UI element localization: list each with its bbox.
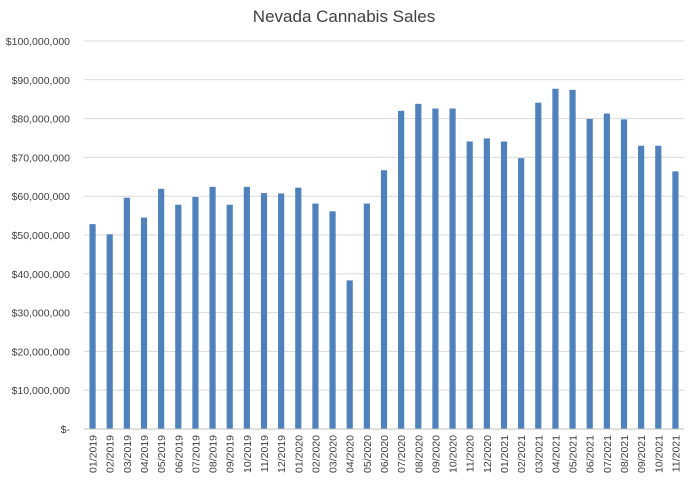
- x-tick-label: 12/2020: [482, 435, 494, 473]
- bar-07-2021: [603, 113, 610, 429]
- x-tick-label: 06/2020: [379, 435, 391, 473]
- x-tick-label: 01/2020: [293, 435, 305, 473]
- bar-11-2019: [260, 193, 268, 429]
- x-tick-label: 11/2019: [259, 435, 271, 472]
- bar-02-2020: [312, 203, 319, 429]
- bar-06-2019: [175, 204, 182, 429]
- y-tick-label: $40,000,000: [12, 269, 71, 281]
- bar-05-2020: [363, 203, 370, 429]
- chart-title: Nevada Cannabis Sales: [253, 7, 435, 26]
- bar-06-2021: [586, 118, 593, 429]
- x-tick-label: 04/2019: [139, 435, 151, 473]
- x-tick-label: 09/2019: [225, 435, 237, 473]
- bar-04-2019: [140, 217, 148, 429]
- y-tick-label: $20,000,000: [12, 346, 71, 358]
- bar-07-2019: [192, 196, 199, 429]
- bar-06-2020: [380, 170, 388, 430]
- bar-11-2021: [672, 171, 679, 430]
- bar-03-2020: [329, 211, 336, 429]
- x-tick-label: 02/2019: [105, 435, 117, 473]
- x-tick-label: 02/2020: [310, 435, 322, 473]
- x-tick-label: 12/2019: [276, 435, 288, 473]
- x-tick-label: 06/2021: [585, 435, 597, 473]
- y-tick-label: $60,000,000: [12, 191, 71, 203]
- bar-11-2020: [466, 141, 473, 429]
- bar-04-2020: [346, 280, 353, 429]
- bars: [89, 88, 679, 430]
- x-tick-label: 10/2021: [653, 435, 665, 473]
- x-tick-label: 07/2019: [190, 435, 202, 473]
- x-tick-label: 09/2020: [430, 435, 442, 473]
- x-tick-label: 05/2020: [362, 435, 374, 473]
- bar-03-2019: [123, 197, 130, 429]
- y-tick-label: $-: [61, 424, 71, 436]
- x-tick-label: 10/2020: [448, 435, 460, 473]
- x-tick-label: 04/2020: [345, 435, 357, 473]
- bar-04-2021: [552, 88, 559, 429]
- x-tick-label: 10/2019: [242, 435, 254, 473]
- bar-01-2020: [295, 187, 302, 429]
- x-tick-label: 01/2021: [499, 435, 511, 473]
- bar-10-2019: [243, 186, 250, 429]
- x-tick-label: 03/2020: [328, 435, 340, 473]
- x-tick-label: 05/2021: [568, 435, 580, 473]
- x-tick-label: 04/2021: [550, 435, 562, 473]
- y-tick-label: $30,000,000: [12, 308, 71, 320]
- bar-08-2019: [209, 186, 216, 429]
- bar-12-2019: [278, 193, 285, 429]
- x-tick-label: 09/2021: [636, 435, 648, 473]
- x-tick-label: 01/2019: [88, 435, 100, 473]
- x-tick-label: 06/2019: [173, 435, 185, 473]
- x-tick-label: 03/2021: [533, 435, 545, 473]
- y-axis-tick-labels: $- $10,000,000 $20,000,000 $30,000,000 $40,0…: [6, 36, 71, 436]
- x-tick-label: 07/2021: [602, 435, 614, 473]
- x-tick-label: 11/2020: [465, 435, 477, 472]
- bar-01-2021: [500, 141, 508, 429]
- x-tick-label: 07/2020: [396, 435, 408, 473]
- x-tick-label: 03/2019: [122, 435, 134, 473]
- bar-08-2021: [620, 119, 628, 429]
- bar-08-2020: [415, 103, 422, 429]
- y-tick-label: $90,000,000: [12, 75, 71, 87]
- bar-10-2020: [449, 108, 456, 430]
- y-tick-label: $100,000,000: [6, 36, 70, 48]
- y-tick-label: $50,000,000: [12, 230, 71, 242]
- y-tick-label: $80,000,000: [12, 114, 71, 126]
- bar-02-2021: [518, 158, 525, 429]
- bar-09-2019: [226, 204, 233, 429]
- x-tick-label: 05/2019: [156, 435, 168, 473]
- bar-12-2020: [483, 138, 490, 429]
- bar-10-2021: [655, 145, 662, 429]
- x-tick-label: 08/2020: [413, 435, 425, 473]
- x-axis-tick-labels: 01/2019 02/2019 03/2019 04/2019 05/2019 06/20…: [88, 435, 683, 473]
- y-tick-label: $10,000,000: [12, 385, 71, 397]
- bar-09-2020: [432, 108, 439, 430]
- bar-02-2019: [106, 234, 113, 429]
- bar-03-2021: [535, 102, 542, 429]
- bar-05-2019: [158, 188, 165, 429]
- bar-01-2019: [89, 224, 96, 429]
- bar-07-2020: [398, 110, 405, 429]
- x-tick-label: 02/2021: [516, 435, 528, 473]
- x-tick-label: 08/2021: [619, 435, 631, 473]
- y-tick-label: $70,000,000: [12, 152, 71, 164]
- x-tick-label: 08/2019: [208, 435, 220, 473]
- x-tick-label: 11/2021: [670, 435, 682, 472]
- bar-09-2021: [638, 145, 645, 429]
- bar-05-2021: [569, 89, 576, 429]
